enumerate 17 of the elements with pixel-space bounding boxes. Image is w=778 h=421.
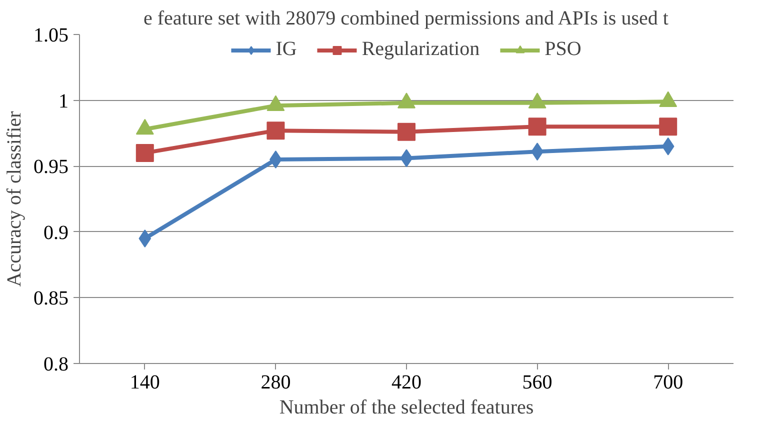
y-tick-label: 1 — [58, 90, 68, 112]
legend-label: IG — [276, 38, 297, 61]
x-tick-label: 700 — [653, 372, 684, 394]
x-tick-label: 560 — [522, 372, 552, 394]
x-tick-label: 420 — [392, 372, 422, 394]
y-tick-label: 0.8 — [44, 354, 68, 376]
x-axis-title: Number of the selected features — [279, 396, 534, 418]
text: e feature set with 28079 combined permissions and APIs is used t — [143, 8, 669, 30]
y-tick-label: 1.05 — [34, 24, 68, 46]
y-tick-label: 0.85 — [34, 288, 68, 310]
legend-label: PSO — [544, 38, 582, 61]
y-tick-label: 0.9 — [44, 222, 68, 244]
legend-label: Regularization — [362, 38, 480, 61]
x-tick-label: 280 — [260, 372, 291, 394]
x-tick-label: 140 — [130, 372, 160, 394]
y-tick-label: 0.95 — [34, 156, 68, 178]
y-axis-title: Accuracy of classifier — [4, 110, 26, 287]
